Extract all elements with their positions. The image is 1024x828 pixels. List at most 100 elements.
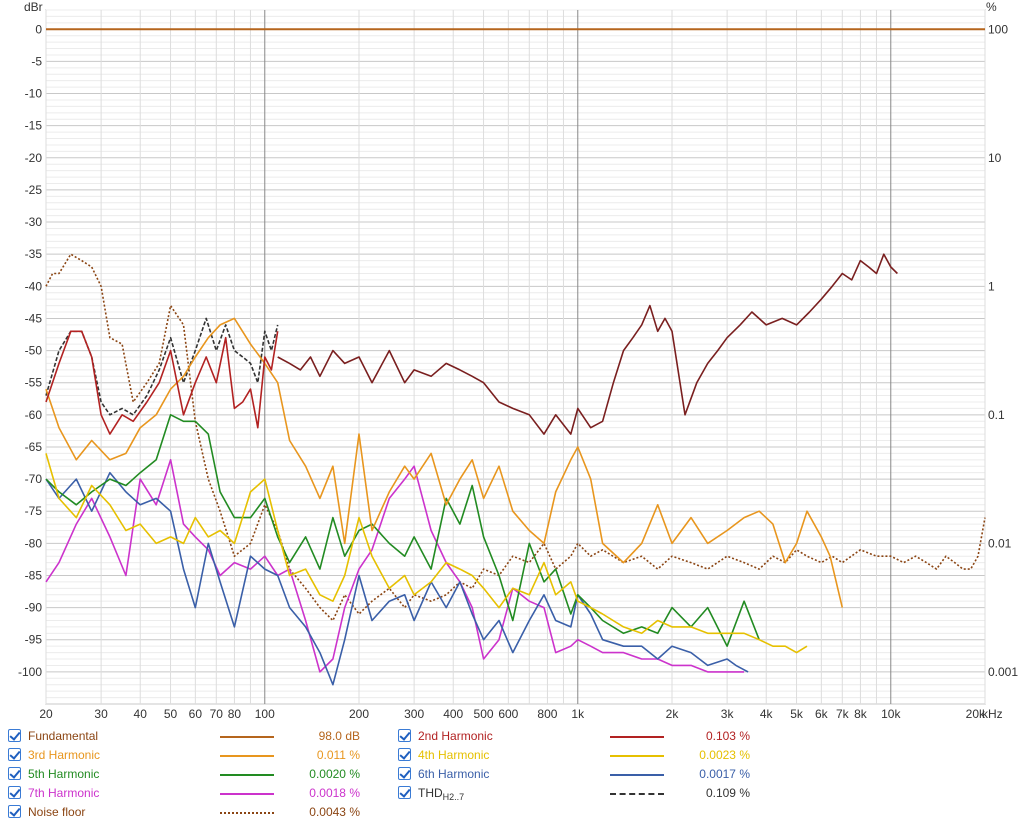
x-tick-label: 8k — [854, 707, 868, 721]
x-tick-label: 4k — [760, 707, 774, 721]
series-3rd-harmonic — [45, 317, 844, 608]
legend-checkbox-5th-harmonic[interactable] — [8, 767, 21, 780]
legend-label: 6th Harmonic — [418, 767, 490, 781]
legend-value: 0.011 % — [316, 748, 360, 762]
x-tick-label: 200 — [349, 707, 369, 721]
y-tick-label: -25 — [25, 183, 43, 197]
x-tick-label: 1k — [571, 707, 585, 721]
x-tick-label: 20 — [39, 707, 53, 721]
legend-value: 98.0 dB — [318, 729, 360, 743]
y-right-tick-label: 1 — [988, 279, 995, 293]
y-tick-label: -80 — [25, 536, 43, 550]
legend-label: 4th Harmonic — [418, 748, 490, 762]
x-tick-label: 70 — [210, 707, 224, 721]
x-tick-label: 80 — [228, 707, 242, 721]
legend-value: 0.0018 % — [309, 786, 360, 800]
legend-line-swatch — [220, 812, 274, 814]
x-tick-label: 2k — [666, 707, 680, 721]
series-2nd-harmonic-upper — [277, 253, 898, 435]
legend-line-swatch — [220, 774, 274, 776]
legend-checkbox-4th-harmonic[interactable] — [398, 748, 411, 761]
legend-line-swatch — [610, 793, 664, 795]
legend-line-swatch — [220, 793, 274, 795]
x-tick-label: 7k — [836, 707, 850, 721]
x-unit: kHz — [982, 707, 1003, 721]
legend-line-swatch — [220, 736, 274, 738]
legend-value: 0.0017 % — [699, 767, 750, 781]
legend-value: 0.109 % — [705, 786, 750, 800]
legend-label: 3rd Harmonic — [28, 748, 101, 762]
series-2nd-harmonic — [45, 330, 279, 435]
y-right-tick-label: 100 — [988, 22, 1008, 36]
y-tick-label: -35 — [25, 247, 43, 261]
x-tick-label: 5k — [790, 707, 804, 721]
series-7th-harmonic — [45, 458, 745, 673]
y-tick-label: -60 — [25, 408, 43, 422]
y-tick-label: -45 — [25, 311, 43, 325]
y-tick-label: -15 — [25, 119, 43, 133]
legend-checkbox-noise-floor[interactable] — [8, 805, 21, 818]
x-tick-label: 300 — [404, 707, 424, 721]
x-tick-label: 50 — [164, 707, 178, 721]
y-tick-label: -10 — [25, 87, 43, 101]
y-tick-label: -30 — [25, 215, 43, 229]
y-tick-label: -70 — [25, 472, 43, 486]
y-tick-label: -55 — [25, 376, 43, 390]
series-noise-floor — [45, 253, 986, 622]
legend-checkbox-fundamental[interactable] — [8, 729, 21, 742]
x-tick-label: 3k — [721, 707, 735, 721]
legend-entry-6th-harmonic: 6th Harmonic 0.0017 % — [0, 765, 1024, 784]
legend-value: 0.103 % — [705, 729, 750, 743]
x-tick-label: 500 — [474, 707, 494, 721]
harmonic-distortion-chart: dBr % 0 -5 -10 -15 -20 -25 -30 -35 -40 -45 -50 -55 -60… — [18, 0, 1018, 721]
chart-grid — [45, 9, 986, 705]
legend-checkbox-6th-harmonic[interactable] — [398, 767, 411, 780]
legend-entry-4th-harmonic: 4th Harmonic 0.0023 % — [0, 746, 1024, 765]
y-right-tick-label: 0.001 — [988, 665, 1018, 679]
legend-checkbox-thd[interactable] — [398, 786, 411, 799]
legend: Fundamental 98.0 dB 2nd Harmonic 0.103 % 3rd… — [0, 726, 1024, 826]
legend-label: THDH2..7 — [418, 786, 465, 802]
legend-entry-5th-harmonic: 5th Harmonic 0.0020 % — [0, 765, 1024, 784]
x-tick-label: 40 — [134, 707, 148, 721]
legend-entry-2nd-harmonic: 2nd Harmonic 0.103 % — [0, 727, 1024, 746]
y-tick-label: -85 — [25, 568, 43, 582]
legend-line-swatch — [220, 755, 274, 757]
chart-series — [45, 28, 986, 686]
legend-label: 2nd Harmonic — [418, 729, 493, 743]
y-tick-label: -50 — [25, 344, 43, 358]
legend-line-swatch — [610, 736, 664, 738]
y-tick-label: 0 — [35, 22, 42, 36]
x-tick-label: 800 — [537, 707, 557, 721]
x-tick-label: 400 — [443, 707, 463, 721]
x-tick-label: 10k — [881, 707, 901, 721]
legend-value: 0.0043 % — [309, 805, 360, 819]
legend-label: 5th Harmonic — [28, 767, 100, 781]
y-tick-label: -95 — [25, 633, 43, 647]
y-tick-label: -40 — [25, 279, 43, 293]
legend-checkbox-7th-harmonic[interactable] — [8, 786, 21, 799]
x-tick-label: 600 — [498, 707, 518, 721]
legend-entry-noise-floor: Noise floor 0.0043 % — [0, 803, 1024, 822]
legend-entry-fundamental: Fundamental 98.0 dB — [0, 727, 1024, 746]
legend-line-swatch — [610, 774, 664, 776]
legend-checkbox-2nd-harmonic[interactable] — [398, 729, 411, 742]
x-tick-label: 6k — [815, 707, 829, 721]
legend-label: Noise floor — [28, 805, 86, 819]
x-tick-label: 30 — [94, 707, 108, 721]
series-5th-harmonic — [45, 413, 760, 648]
chart-axes: dBr % 0 -5 -10 -15 -20 -25 -30 -35 -40 -45 -50 -55 -60… — [18, 0, 1018, 721]
legend-line-swatch — [610, 755, 664, 757]
legend-entry-thd: THDH2..7 0.109 % — [0, 784, 1024, 803]
legend-label: Fundamental — [28, 729, 99, 743]
y-right-tick-label: 0.1 — [988, 408, 1005, 422]
y-tick-label: -90 — [25, 601, 43, 615]
series-4th-harmonic — [45, 453, 808, 654]
series-6th-harmonic — [45, 471, 749, 686]
x-tick-label: 20k — [966, 707, 986, 721]
legend-entry-7th-harmonic: 7th Harmonic 0.0018 % — [0, 784, 1024, 803]
legend-checkbox-3rd-harmonic[interactable] — [8, 748, 21, 761]
y-right-unit: % — [986, 0, 997, 14]
y-tick-label: -100 — [18, 665, 42, 679]
legend-value: 0.0023 % — [699, 748, 750, 762]
